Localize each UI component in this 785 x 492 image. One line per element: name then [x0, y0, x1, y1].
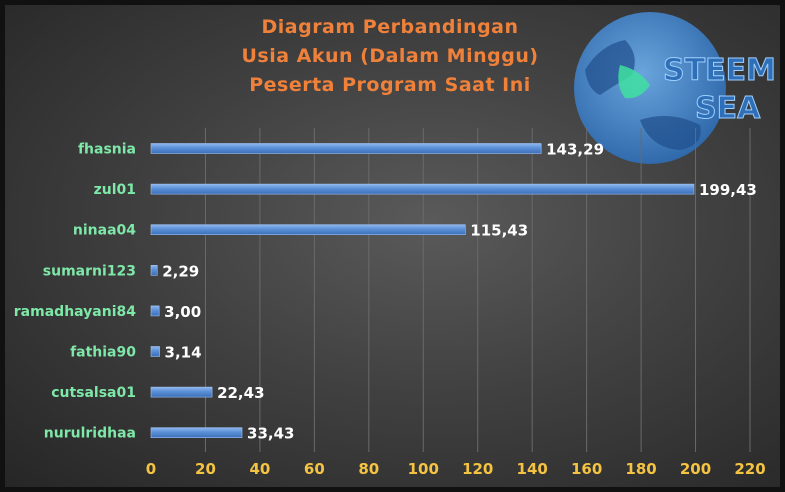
x-tick-label: 80	[358, 460, 379, 478]
chart-title-line-3: Peserta Program Saat Ini	[249, 74, 531, 96]
category-label: nurulridhaa	[44, 426, 136, 442]
grid-lines	[204, 128, 751, 452]
value-label: 115,43	[470, 222, 528, 240]
x-tick-label: 120	[462, 460, 493, 478]
bar-nurulridhaa	[150, 427, 243, 439]
bar-fathia90	[150, 346, 160, 357]
category-label: zul01	[94, 182, 136, 198]
x-tick-label: 0	[146, 460, 156, 478]
steem-sea-logo: STEEM SEA	[574, 12, 776, 164]
x-tick-label: 20	[195, 460, 216, 478]
chart-title-line-1: Diagram Perbandingan	[261, 16, 519, 38]
value-label: 3,14	[165, 344, 202, 362]
category-label: fathia90	[70, 345, 136, 361]
value-label: 143,29	[546, 141, 604, 159]
x-tick-label: 220	[734, 460, 765, 478]
x-tick-label: 180	[625, 460, 656, 478]
value-label: 3,00	[164, 303, 201, 321]
logo-text-sea: SEA	[695, 91, 761, 126]
x-tick-label: 40	[249, 460, 270, 478]
value-label: 199,43	[699, 181, 757, 199]
x-tick-label: 160	[571, 460, 602, 478]
bars	[150, 143, 695, 439]
category-label: ramadhayani84	[14, 304, 136, 320]
category-label: sumarni123	[43, 263, 136, 279]
x-tick-label: 200	[680, 460, 711, 478]
category-label: fhasnia	[78, 142, 136, 158]
value-label: 33,43	[247, 425, 294, 443]
bar-fhasnia	[150, 143, 542, 154]
labels: 0 20 40 60 80 100 120 140 160 180 200 220 fhasnia 143…	[14, 141, 766, 479]
bar-ninaa04	[150, 224, 466, 235]
bar-zul01	[150, 183, 695, 195]
category-label: ninaa04	[73, 223, 136, 239]
bar-cutsalsa01	[150, 386, 213, 398]
logo-text-steem: STEEM	[663, 53, 776, 88]
x-tick-label: 60	[304, 460, 325, 478]
category-label: cutsalsa01	[51, 385, 136, 401]
value-label: 22,43	[217, 384, 264, 402]
chart-title-line-2: Usia Akun (Dalam Minggu)	[241, 45, 539, 67]
bar-sumarni123	[150, 264, 158, 276]
x-tick-label: 140	[517, 460, 548, 478]
x-tick-label: 100	[408, 460, 439, 478]
value-label: 2,29	[162, 262, 199, 280]
bar-ramadhayani84	[150, 305, 160, 317]
